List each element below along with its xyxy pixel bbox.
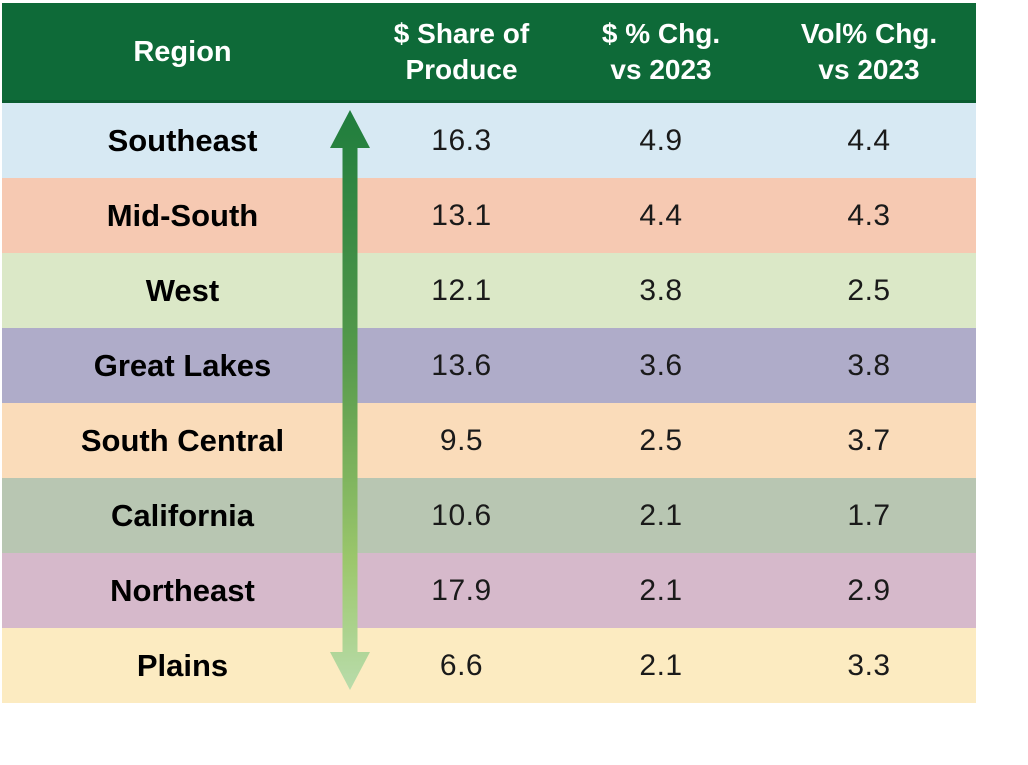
vol-chg-value: 4.4 [847, 123, 891, 157]
dollar-chg-value: 2.5 [639, 423, 683, 457]
table-row-south-central: South Central 9.5 2.5 3.7 [2, 403, 976, 478]
table-row-plains: Plains 6.6 2.1 3.3 [2, 628, 976, 703]
share-value: 13.6 [431, 348, 492, 382]
region-name: Northeast [110, 572, 255, 608]
share-value: 17.9 [431, 573, 492, 607]
region-name: Plains [136, 647, 229, 683]
dollar-chg-value: 4.9 [639, 123, 683, 157]
vol-chg-value: 3.3 [847, 648, 891, 682]
table-header-row: Region $ Share of Produce $ % Chg. vs 20… [2, 3, 976, 103]
region-performance-table: Region $ Share of Produce $ % Chg. vs 20… [2, 3, 976, 703]
share-value: 13.1 [431, 198, 492, 232]
vol-chg-value: 2.5 [847, 273, 891, 307]
column-header-vol-chg-line2: vs 2023 [818, 53, 920, 85]
share-value: 12.1 [431, 273, 492, 307]
region-name: Great Lakes [93, 347, 272, 383]
column-header-dollar-chg-line1: $ % Chg. [601, 17, 721, 49]
table-row-northeast: Northeast 17.9 2.1 2.9 [2, 553, 976, 628]
vol-chg-value: 1.7 [847, 498, 891, 532]
share-value: 9.5 [439, 423, 484, 457]
table-row-mid-south: Mid-South 13.1 4.4 4.3 [2, 178, 976, 253]
vol-chg-value: 3.7 [847, 423, 891, 457]
region-name: South Central [80, 422, 285, 458]
column-header-vol-chg-line1: Vol% Chg. [800, 17, 938, 49]
table-row-west: West 12.1 3.8 2.5 [2, 253, 976, 328]
region-name: West [145, 272, 220, 308]
column-header-share-line1: $ Share of [393, 17, 530, 49]
dollar-chg-value: 4.4 [639, 198, 683, 232]
column-header-vol-chg: Vol% Chg. vs 2023 [762, 16, 976, 88]
share-value: 16.3 [431, 123, 492, 157]
vol-chg-value: 2.9 [847, 573, 891, 607]
column-header-share-line2: Produce [405, 53, 518, 85]
dollar-chg-value: 2.1 [639, 573, 683, 607]
vol-chg-value: 4.3 [847, 198, 891, 232]
region-name: Mid-South [106, 197, 259, 233]
table-row-california: California 10.6 2.1 1.7 [2, 478, 976, 553]
share-value: 10.6 [431, 498, 492, 532]
region-name: Southeast [107, 122, 258, 158]
dollar-chg-value: 3.6 [639, 348, 683, 382]
dollar-chg-value: 2.1 [639, 498, 683, 532]
table-row-southeast: Southeast 16.3 4.9 4.4 [2, 103, 976, 178]
share-value: 6.6 [439, 648, 484, 682]
region-name: California [111, 497, 254, 533]
column-header-region-label: Region [133, 35, 232, 68]
column-header-dollar-chg-line2: vs 2023 [610, 53, 712, 85]
column-header-region: Region [2, 34, 363, 70]
column-header-dollar-chg: $ % Chg. vs 2023 [560, 16, 762, 88]
vol-chg-value: 3.8 [847, 348, 891, 382]
dollar-chg-value: 3.8 [639, 273, 683, 307]
column-header-share: $ Share of Produce [363, 16, 560, 88]
dollar-chg-value: 2.1 [639, 648, 683, 682]
table-row-great-lakes: Great Lakes 13.6 3.6 3.8 [2, 328, 976, 403]
